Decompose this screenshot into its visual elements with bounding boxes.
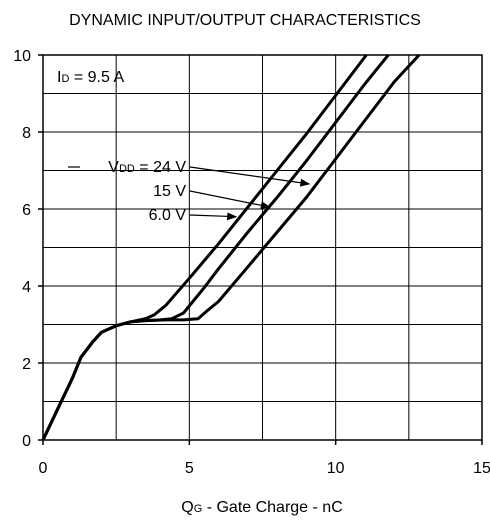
y-tick-label: 6 xyxy=(22,202,31,219)
plot-area xyxy=(42,54,483,441)
y-tick-label: 4 xyxy=(22,279,31,296)
annotations: ID = 9.5 A VDD = 24 V 15 V 6.0 V xyxy=(57,69,311,224)
x-tick-label: 0 xyxy=(39,460,48,477)
condition-label: ID = 9.5 A xyxy=(57,69,124,86)
annotation-arrow xyxy=(189,166,311,187)
series-layer xyxy=(41,53,421,441)
series-label-15-V: 15 V xyxy=(153,183,186,200)
chart-title: DYNAMIC INPUT/OUTPUT CHARACTERISTICS xyxy=(69,12,421,29)
series-label-24-V: VDD = 24 V xyxy=(108,159,186,176)
annotation-arrow xyxy=(189,190,271,210)
x-tick-label: 10 xyxy=(327,460,345,477)
y-tick-label: 10 xyxy=(13,48,31,65)
x-tick-label: 15 xyxy=(473,460,490,477)
y-tick-label: 2 xyxy=(22,356,31,373)
series-label-6-0-V: 6.0 V xyxy=(149,207,187,224)
y-tick-label: 0 xyxy=(22,433,31,450)
axis-ticks: 0 5 10 15 0 2 4 6 8 10 xyxy=(13,48,490,477)
x-tick-label: 5 xyxy=(185,460,194,477)
y-tick-label: 8 xyxy=(22,125,31,142)
annotation-arrow xyxy=(189,212,238,221)
x-axis-label: QG - Gate Charge - nC xyxy=(181,499,343,516)
grid xyxy=(43,55,482,440)
series-line-6-0-V xyxy=(41,54,368,441)
